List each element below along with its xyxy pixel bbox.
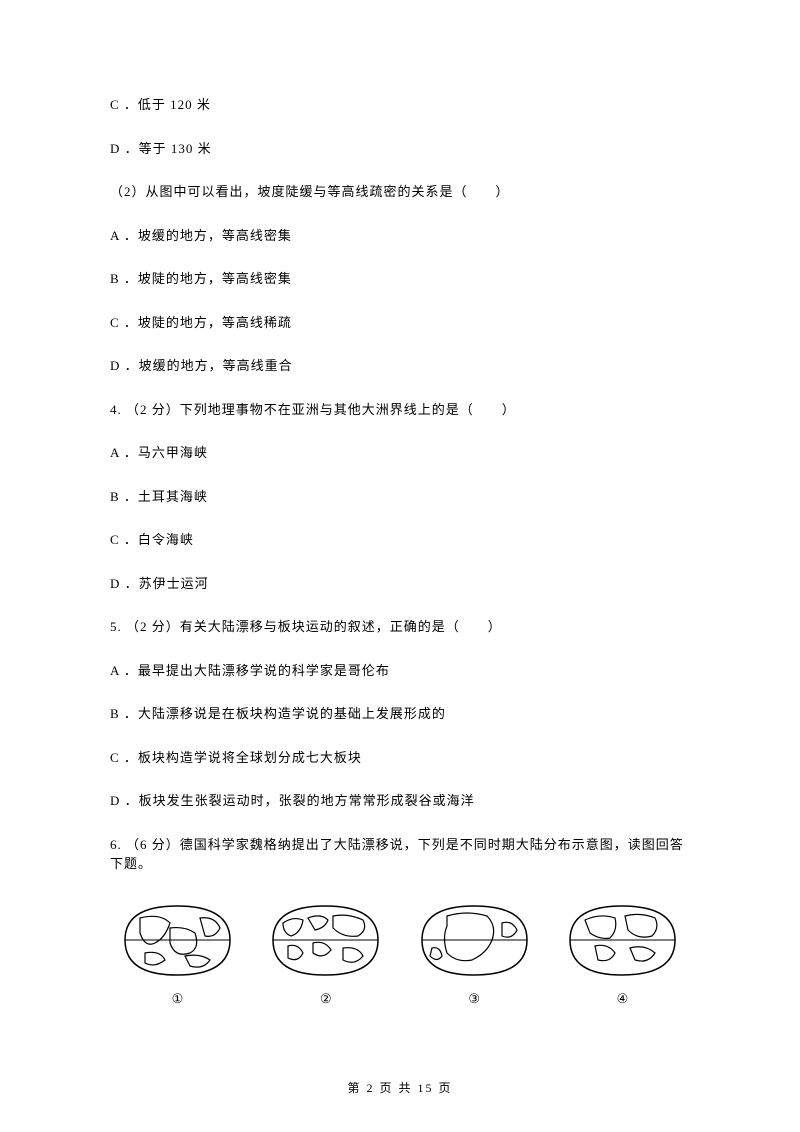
option-d: D ．苏伊士运河	[110, 574, 690, 594]
option-d: D ．坡缓的地方，等高线重合	[110, 356, 690, 376]
globe-diagram-3	[412, 898, 537, 983]
question-6-stem: 6. （6 分）德国科学家魏格纳提出了大陆漂移说，下列是不同时期大陆分布示意图，…	[110, 835, 690, 874]
diagram-label-1: ①	[172, 989, 184, 1009]
globe-diagram-1	[115, 898, 240, 983]
diagram-label-3: ③	[468, 989, 480, 1009]
question-5-stem: 5. （2 分）有关大陆漂移与板块运动的叙述，正确的是（ ）	[110, 617, 690, 637]
diagram-wrapper-3: ③	[412, 898, 537, 1009]
continental-drift-diagrams: ① ② ③ ④	[110, 898, 690, 1009]
option-d: D ．板块发生张裂运动时，张裂的地方常常形成裂谷或海洋	[110, 791, 690, 811]
option-a: A ．最早提出大陆漂移学说的科学家是哥伦布	[110, 661, 690, 681]
option-b: B ．土耳其海峡	[110, 487, 690, 507]
diagram-wrapper-1: ①	[115, 898, 240, 1009]
option-a: A ．马六甲海峡	[110, 443, 690, 463]
globe-diagram-2	[263, 898, 388, 983]
page-footer: 第 2 页 共 15 页	[0, 1079, 800, 1097]
option-b: B ．坡陡的地方，等高线密集	[110, 269, 690, 289]
question-2-stem: （2）从图中可以看出，坡度陡缓与等高线疏密的关系是（ ）	[110, 182, 690, 202]
diagram-wrapper-2: ②	[263, 898, 388, 1009]
question-4-stem: 4. （2 分）下列地理事物不在亚洲与其他大洲界线上的是（ ）	[110, 400, 690, 420]
option-c: C ．板块构造学说将全球划分成七大板块	[110, 748, 690, 768]
diagram-label-2: ②	[320, 989, 332, 1009]
option-c: C ．低于 120 米	[110, 95, 690, 115]
option-c: C ．白令海峡	[110, 530, 690, 550]
option-b: B ．大陆漂移说是在板块构造学说的基础上发展形成的	[110, 704, 690, 724]
option-a: A ．坡缓的地方，等高线密集	[110, 226, 690, 246]
option-c: C ．坡陡的地方，等高线稀疏	[110, 313, 690, 333]
diagram-wrapper-4: ④	[560, 898, 685, 1009]
option-d: D ．等于 130 米	[110, 139, 690, 159]
globe-diagram-4	[560, 898, 685, 983]
diagram-label-4: ④	[617, 989, 629, 1009]
